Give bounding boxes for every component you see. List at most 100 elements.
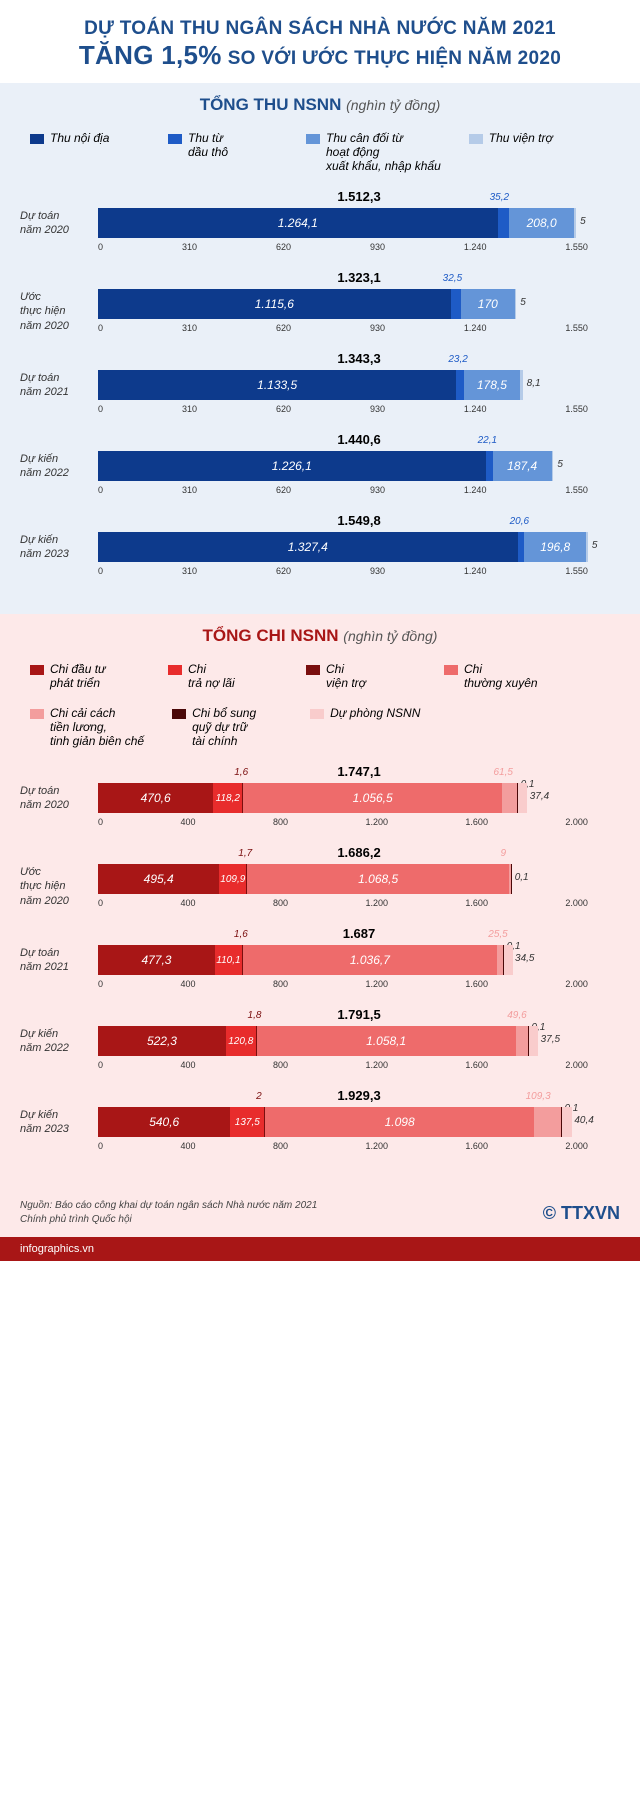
row-total: 1.549,8: [98, 513, 620, 528]
stacked-bar: 495,4109,91.068,5: [98, 864, 512, 894]
segment-annotation: 20,6: [510, 516, 529, 527]
footer: Nguồn: Báo cáo công khai dự toán ngân sá…: [0, 1189, 640, 1237]
x-axis: 03106209301.2401.550: [98, 485, 588, 495]
bar-segment: [515, 289, 517, 319]
x-axis: 04008001.2001.6002.000: [98, 1060, 588, 1070]
row-total: 1.687: [98, 926, 620, 941]
x-axis: 03106209301.2401.550: [98, 323, 588, 333]
chart-row: Dự kiếnnăm 20221.791,51,849,60,137,5522,…: [20, 1007, 620, 1070]
bar-segment: [516, 1026, 528, 1056]
segment-annotation: 35,2: [490, 192, 509, 203]
segment-annotation: 1,7: [238, 848, 252, 859]
row-label: Dự kiếnnăm 2023: [20, 513, 98, 562]
bar-segment: [529, 1026, 538, 1056]
bar-segment: 1.056,5: [243, 783, 502, 813]
bar-segment: [534, 1107, 561, 1137]
bar-segment: 1.133,5: [98, 370, 456, 400]
x-axis: 03106209301.2401.550: [98, 566, 588, 576]
segment-annotation: 2: [256, 1091, 262, 1102]
legend-item: Thu nội địa: [30, 131, 140, 173]
agency-logo: © TTXVN: [543, 1203, 620, 1224]
bar-segment: 1.264,1: [98, 208, 498, 238]
stacked-bar: 1.327,4196,8: [98, 532, 588, 562]
x-axis: 04008001.2001.6002.000: [98, 898, 588, 908]
legend-item: Thu từdầu thô: [168, 131, 278, 173]
stacked-bar: 1.226,1187,4: [98, 451, 553, 481]
chart-row: Dự toánnăm 20201.512,335,251.264,1208,00…: [20, 189, 620, 252]
bar-segment: 1.068,5: [247, 864, 509, 894]
segment-annotation: 22,1: [478, 435, 497, 446]
thu-legend: Thu nội địaThu từdầu thôThu cân đối từho…: [20, 127, 620, 189]
thu-title: TỔNG THU NSNN (nghìn tỷ đồng): [20, 95, 620, 115]
stacked-bar: 1.133,5 178,5: [98, 370, 523, 400]
title-line1: DỰ TOÁN THU NGÂN SÁCH NHÀ NƯỚC NĂM 2021: [20, 18, 620, 40]
section-chi: TỔNG CHI NSNN (nghìn tỷ đồng) Chi đầu tư…: [0, 614, 640, 1189]
segment-annotation: 25,5: [488, 929, 507, 940]
legend-item: Chiviện trợ: [306, 662, 416, 690]
segment-annotation: 1,8: [248, 1010, 262, 1021]
segment-annotation: 8,1: [527, 378, 541, 389]
bar-segment: [518, 783, 527, 813]
url-bar: infographics.vn: [0, 1237, 640, 1261]
row-total: 1.747,1: [98, 764, 620, 779]
chart-row: Dự toánnăm 20211.343,323,28,11.133,5178,…: [20, 351, 620, 414]
row-total: 1.440,6: [98, 432, 620, 447]
legend-item: Thu viện trợ: [469, 131, 579, 173]
row-label: Dự kiếnnăm 2022: [20, 432, 98, 481]
segment-annotation: 37,4: [530, 791, 549, 802]
segment-annotation: 49,6: [507, 1010, 526, 1021]
bar-segment: 1.226,1: [98, 451, 486, 481]
stacked-bar: 477,3110,11.036,7: [98, 945, 513, 975]
bar-segment: 1.036,7: [243, 945, 497, 975]
chart-row: Dự toánnăm 20211.6871,625,50,134,5477,31…: [20, 926, 620, 989]
bar-segment: [498, 208, 509, 238]
segment-annotation: 5: [592, 540, 598, 551]
row-total: 1.512,3: [98, 189, 620, 204]
source-text: Nguồn: Báo cáo công khai dự toán ngân sá…: [20, 1199, 317, 1227]
segment-annotation: 5: [557, 459, 563, 470]
segment-annotation: 109,3: [526, 1091, 551, 1102]
row-total: 1.686,2: [98, 845, 620, 860]
bar-segment: [511, 864, 512, 894]
bar-segment: 137,5: [230, 1107, 264, 1137]
bar-segment: 110,1: [215, 945, 242, 975]
chi-title: TỔNG CHI NSNN (nghìn tỷ đồng): [20, 626, 620, 646]
chi-legend: Chi đầu tưphát triển Chitrả nợ lãi Chiviện…: [20, 658, 620, 764]
bar-segment: 178,5: [464, 370, 520, 400]
row-label: Ướcthực hiệnnăm 2020: [20, 270, 98, 333]
segment-annotation: 9: [500, 848, 506, 859]
bar-segment: 1.058,1: [257, 1026, 516, 1056]
bar-segment: 118,2: [213, 783, 242, 813]
legend-item: Chithường xuyên: [444, 662, 554, 690]
bar-segment: 1.115,6: [98, 289, 451, 319]
bar-segment: 208,0: [509, 208, 575, 238]
bar-segment: 120,8: [226, 1026, 256, 1056]
bar-segment: [486, 451, 493, 481]
x-axis: 04008001.2001.6002.000: [98, 979, 588, 989]
legend-item: Chi đầu tưphát triển: [30, 662, 140, 690]
segment-annotation: 40,4: [574, 1115, 593, 1126]
bar-segment: [586, 532, 588, 562]
bar-segment: [451, 289, 461, 319]
bar-segment: [552, 451, 554, 481]
segment-annotation: 34,5: [515, 953, 534, 964]
bar-segment: 187,4: [493, 451, 552, 481]
row-label: Dự kiếnnăm 2023: [20, 1088, 98, 1137]
bar-segment: 109,9: [219, 864, 246, 894]
bar-segment: 522,3: [98, 1026, 226, 1056]
row-label: Dự toánnăm 2020: [20, 764, 98, 813]
legend-item: Chitrả nợ lãi: [168, 662, 278, 690]
row-label: Dự toánnăm 2021: [20, 926, 98, 975]
chart-row: Dự kiếnnăm 20231.549,820,6 5 1.327,4196,8 0…: [20, 513, 620, 576]
chart-row: Ướcthực hiệnnăm 20201.323,132,551.115,61…: [20, 270, 620, 333]
legend-item: Chi cải cáchtiền lương,tinh giản biên ch…: [30, 706, 144, 748]
chart-row: Dự kiếnnăm 20231.929,32109,30,140,4540,6…: [20, 1088, 620, 1151]
bar-segment: 470,6: [98, 783, 213, 813]
segment-annotation: 5: [520, 297, 526, 308]
row-label: Dự toánnăm 2020: [20, 189, 98, 238]
bar-segment: 1.098: [265, 1107, 534, 1137]
chart-row: Dự kiếnnăm 20221.440,622,1 5 1.226,1187,4 0…: [20, 432, 620, 495]
bar-segment: [562, 1107, 572, 1137]
stacked-bar: 1.264,1 208,0: [98, 208, 576, 238]
x-axis: 04008001.2001.6002.000: [98, 817, 588, 827]
